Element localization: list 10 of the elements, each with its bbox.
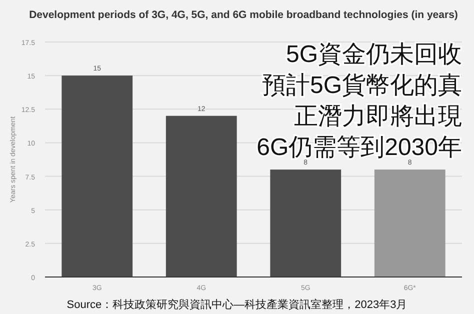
annotation: 正潛力即將出現: [294, 103, 462, 130]
annotation: 6G仍需等到2030年: [256, 134, 462, 161]
bar: [270, 170, 342, 277]
annotation: 預計5G貨幣化的真: [262, 72, 462, 99]
chart-title: Development periods of 3G, 4G, 5G, and 6G mobile broadband technologies (in years): [29, 9, 458, 21]
source-note: Source：科技政策研究與資訊中心—科技產業資訊室整理，2023年3月: [66, 298, 408, 311]
annotation: 5G資金仍未回收: [286, 41, 462, 68]
bar: [62, 76, 133, 277]
bar: [166, 116, 237, 277]
bar: [374, 170, 446, 277]
